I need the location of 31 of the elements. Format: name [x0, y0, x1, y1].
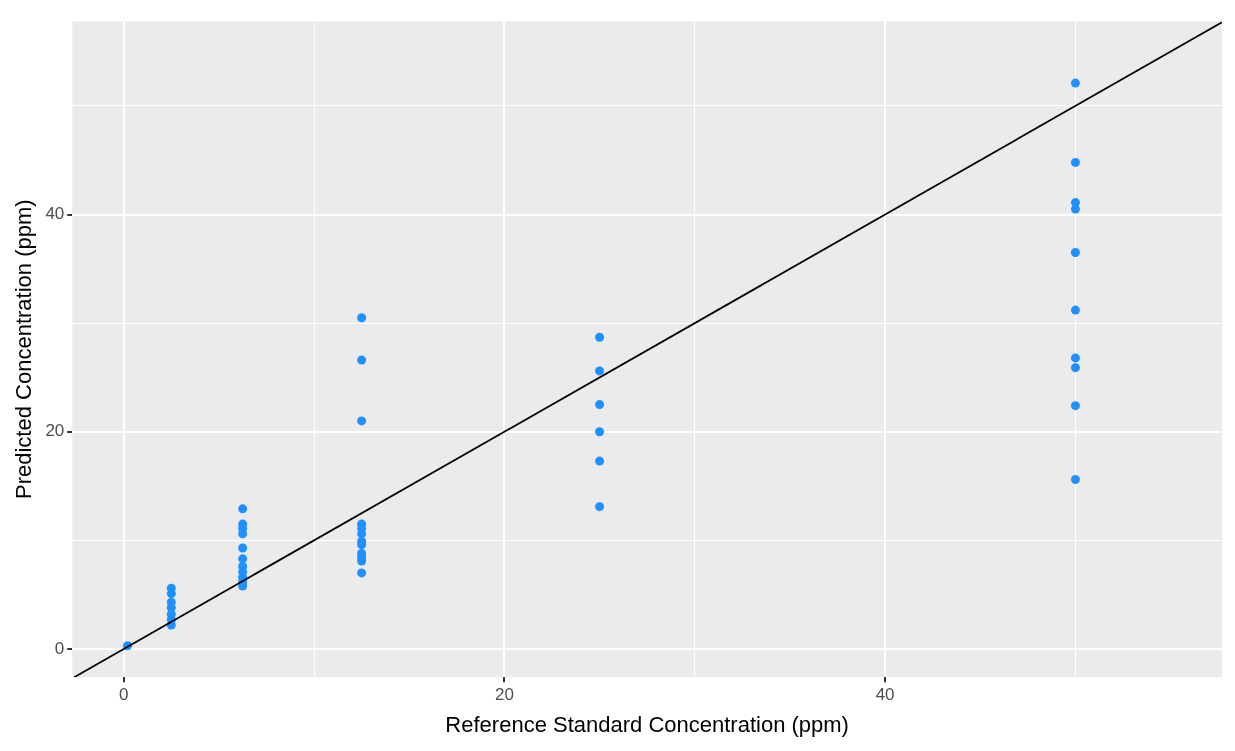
point: [238, 543, 248, 553]
y-tick-label: 20: [45, 421, 65, 441]
point: [595, 456, 605, 466]
point: [595, 400, 605, 410]
x-tick-label: 40: [875, 685, 895, 705]
point: [1070, 248, 1080, 258]
point: [1070, 353, 1080, 363]
point: [238, 504, 248, 514]
point: [1070, 363, 1080, 373]
x-tick-label: 0: [118, 685, 129, 705]
y-tick-label: 40: [45, 204, 65, 224]
point: [595, 332, 605, 342]
point: [357, 313, 367, 323]
y-tick-label: 0: [54, 638, 65, 658]
point: [357, 416, 367, 426]
x-axis-title: Reference Standard Concentration (ppm): [445, 711, 849, 737]
point: [357, 355, 367, 365]
point: [1070, 157, 1080, 167]
point: [595, 427, 605, 437]
x-tick-label: 20: [494, 685, 514, 705]
point: [238, 554, 248, 564]
y-axis-title: Predicted Concentration (ppm): [11, 199, 37, 499]
point: [595, 366, 605, 376]
point: [1070, 78, 1080, 88]
point: [595, 502, 605, 512]
point: [1070, 475, 1080, 485]
point: [1070, 305, 1080, 315]
point: [357, 568, 367, 578]
point: [1070, 204, 1080, 214]
point: [166, 589, 176, 599]
point: [1070, 401, 1080, 411]
